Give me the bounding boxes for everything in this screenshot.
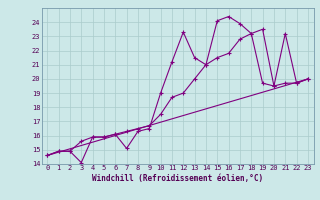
X-axis label: Windchill (Refroidissement éolien,°C): Windchill (Refroidissement éolien,°C) (92, 174, 263, 183)
